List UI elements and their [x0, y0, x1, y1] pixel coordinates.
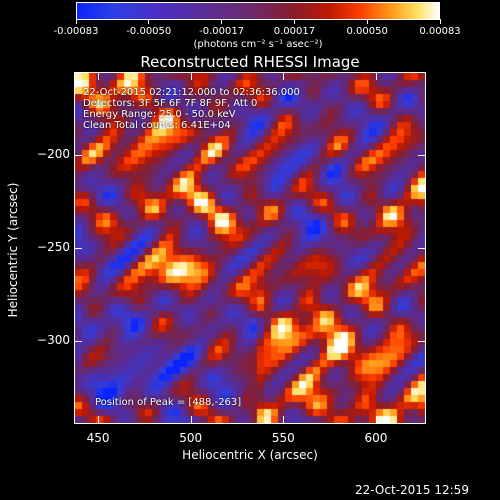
colorbar-tick-label: -0.00017 — [199, 26, 245, 37]
peak-position-label: Position of Peak = [488,-263] — [95, 397, 242, 408]
y-tick-mark — [418, 248, 426, 249]
x-tick-mark — [375, 416, 377, 424]
footer-timestamp: 22-Oct-2015 12:59 — [355, 483, 469, 497]
x-tick-label: 550 — [271, 431, 295, 445]
y-tick-mark — [74, 340, 82, 342]
colorbar-tick-mark — [221, 19, 223, 24]
x-tick-label: 450 — [86, 431, 110, 445]
y-tick-label: −250 — [37, 240, 70, 254]
x-tick-mark — [283, 416, 285, 424]
annotation-counts: Clean Total counts: 6.41E+04 — [83, 120, 231, 131]
x-tick-mark — [375, 72, 377, 80]
y-tick-mark — [418, 340, 426, 342]
colorbar-tick-mark — [148, 19, 150, 24]
colorbar-tick-mark — [366, 19, 368, 24]
x-tick-mark — [190, 416, 192, 424]
colorbar-tick-mark — [439, 19, 441, 24]
heatmap-image — [75, 73, 425, 423]
x-tick-mark — [283, 72, 285, 80]
y-tick-label: −200 — [37, 147, 70, 162]
colorbar-tick-label: 0.00017 — [273, 26, 316, 37]
colorbar-tick-label: -0.00050 — [126, 26, 172, 37]
colorbar-tick-mark — [75, 19, 77, 24]
y-axis-label: Heliocentric Y (arcsec) — [6, 182, 20, 318]
x-tick-mark — [98, 72, 100, 80]
x-tick-mark — [98, 416, 100, 424]
annotation-energy-range: Energy Range: 25.0 - 50.0 keV — [83, 109, 236, 120]
y-tick-mark — [74, 248, 82, 249]
y-tick-mark — [74, 155, 82, 157]
x-tick-label: 600 — [364, 431, 388, 445]
colorbar-tick-mark — [293, 19, 295, 24]
x-axis-label: Heliocentric X (arcsec) — [182, 448, 318, 462]
x-tick-label: 500 — [179, 431, 203, 445]
x-tick-mark — [190, 72, 192, 80]
plot-area: 22-Oct-2015 02:21:12.000 to 02:36:36.000… — [74, 72, 426, 424]
colorbar-tick-label: 0.00083 — [419, 26, 461, 37]
colorbar-tick-label: -0.00083 — [53, 26, 99, 37]
y-tick-mark — [418, 155, 426, 157]
annotation-detectors: Detectors: 3F 5F 6F 7F 8F 9F, Att 0 — [83, 98, 258, 109]
colorbar-tick-label: 0.00050 — [346, 26, 388, 37]
colorbar — [76, 2, 440, 20]
colorbar-unit: (photons cm⁻² s⁻¹ asec⁻²) — [193, 39, 323, 50]
y-tick-label: −300 — [37, 332, 70, 347]
annotation-time-range: 22-Oct-2015 02:21:12.000 to 02:36:36.000 — [83, 87, 300, 98]
chart-title: Reconstructed RHESSI Image — [140, 53, 360, 71]
